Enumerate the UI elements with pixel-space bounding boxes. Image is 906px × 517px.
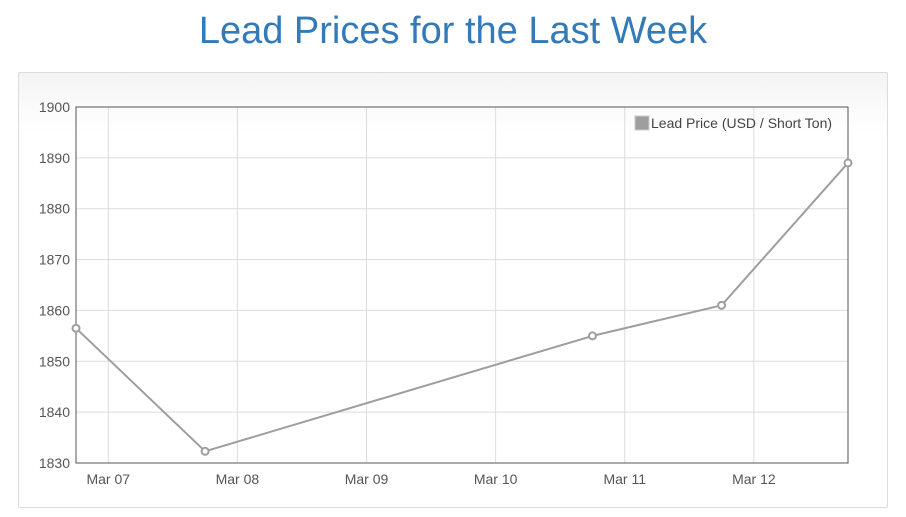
chart-panel: 1830 1840 1850 1860 1870 1880 1890 1900 Mar 07 M… [18, 72, 888, 508]
data-point [71, 323, 81, 333]
y-tick-label: 1890 [39, 150, 70, 166]
x-axis-ticks: Mar 07 Mar 08 Mar 09 Mar 10 Mar 11 Mar 12 [86, 471, 775, 487]
data-point [843, 158, 853, 168]
y-tick-label: 1870 [39, 252, 70, 268]
data-point [717, 300, 727, 310]
data-point [587, 331, 597, 341]
x-tick-label: Mar 07 [86, 471, 130, 487]
series-layer [71, 158, 853, 456]
y-tick-label: 1840 [39, 404, 70, 420]
x-tick-label: Mar 08 [216, 471, 260, 487]
x-tick-label: Mar 09 [345, 471, 389, 487]
legend-label: Lead Price (USD / Short Ton) [651, 115, 832, 131]
y-tick-label: 1880 [39, 201, 70, 217]
grid-lines [76, 106, 848, 464]
y-tick-label: 1830 [39, 455, 70, 471]
series-line [75, 162, 849, 453]
x-tick-label: Mar 10 [474, 471, 518, 487]
plot-area-border [75, 106, 849, 464]
page-title: Lead Prices for the Last Week [198, 10, 708, 52]
y-tick-label: 1860 [39, 302, 70, 318]
x-tick-label: Mar 11 [603, 471, 646, 487]
legend: Lead Price (USD / Short Ton) [634, 115, 832, 131]
legend-swatch [634, 115, 650, 131]
data-point [200, 446, 210, 456]
y-tick-label: 1850 [39, 353, 70, 369]
x-tick-label: Mar 12 [732, 471, 776, 487]
y-axis-ticks: 1830 1840 1850 1860 1870 1880 1890 1900 [39, 99, 70, 471]
y-tick-label: 1900 [39, 99, 70, 115]
